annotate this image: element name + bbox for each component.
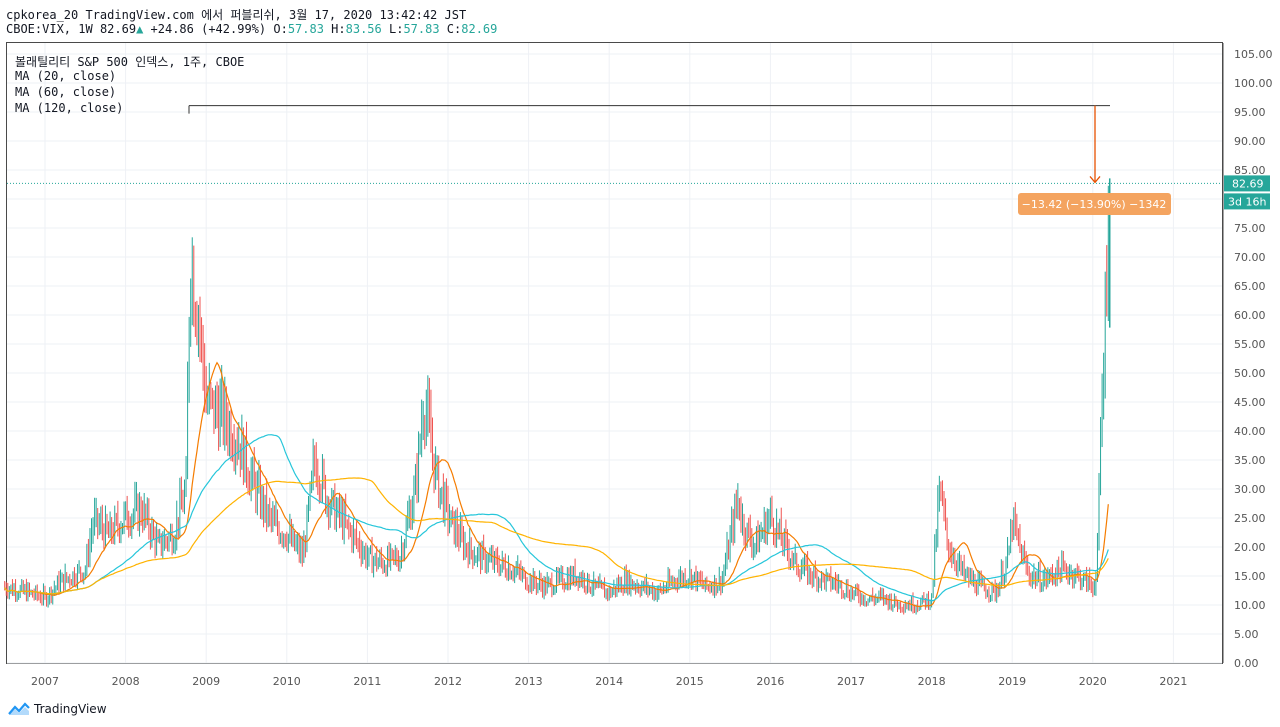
y-tick-label: 20.00 bbox=[1234, 541, 1266, 554]
ma20-line bbox=[4, 361, 1109, 608]
y-tick-label: 45.00 bbox=[1234, 396, 1266, 409]
publish-line: cpkorea_20 TradingView.com 에서 퍼블리쉬, 3월 1… bbox=[6, 8, 467, 22]
x-tick-label: 2013 bbox=[515, 675, 543, 688]
y-tick-label: 100.00 bbox=[1234, 77, 1273, 90]
y-tick-label: 60.00 bbox=[1234, 309, 1266, 322]
x-tick-label: 2015 bbox=[676, 675, 704, 688]
open-label: O: bbox=[273, 22, 288, 36]
x-tick-label: 2011 bbox=[353, 675, 381, 688]
y-tick-label: 5.00 bbox=[1234, 628, 1259, 641]
high-label: H: bbox=[331, 22, 346, 36]
chart-publish-info: cpkorea_20 TradingView.com 에서 퍼블리쉬, 3월 1… bbox=[6, 6, 466, 23]
x-tick-label: 2017 bbox=[837, 675, 865, 688]
x-tick-label: 2021 bbox=[1159, 675, 1187, 688]
x-tick-label: 2007 bbox=[31, 675, 59, 688]
y-tick-label: 65.00 bbox=[1234, 280, 1266, 293]
legend-ma60[interactable]: MA (60, close) bbox=[15, 85, 117, 99]
y-tick-label: 90.00 bbox=[1234, 135, 1266, 148]
high-value: 83.56 bbox=[345, 22, 382, 36]
drawing-overlay: −13.42 (−13.90%) −1342 bbox=[7, 105, 1222, 215]
close-label: C: bbox=[446, 22, 462, 36]
legend-ma20[interactable]: MA (20, close) bbox=[15, 69, 117, 83]
y-tick-label: 25.00 bbox=[1234, 512, 1266, 525]
y-tick-label: 35.00 bbox=[1234, 454, 1266, 467]
x-tick-label: 2019 bbox=[998, 675, 1026, 688]
ohlc-header: CBOE:VIX, 1W 82.69▲ +24.86 (+42.99%) O:5… bbox=[6, 22, 497, 36]
price-axis[interactable]: 0.00 5.00 10.00 15.00 20.00 25.00 30.00 35.00 40… bbox=[1222, 43, 1273, 670]
y-tick-label: 30.00 bbox=[1234, 483, 1266, 496]
y-tick-label: 10.00 bbox=[1234, 599, 1266, 612]
y-tick-label: 55.00 bbox=[1234, 338, 1266, 351]
x-tick-label: 2016 bbox=[756, 675, 784, 688]
price-bars bbox=[4, 178, 1111, 615]
measure-label: −13.42 (−13.90%) −1342 bbox=[1022, 198, 1167, 211]
x-tick-label: 2012 bbox=[434, 675, 462, 688]
low-label: L: bbox=[388, 22, 404, 36]
y-tick-label: 70.00 bbox=[1234, 251, 1266, 264]
y-tick-label: 85.00 bbox=[1234, 164, 1266, 177]
moving-averages bbox=[4, 361, 1109, 608]
legend-ma120[interactable]: MA (120, close) bbox=[15, 101, 124, 115]
y-tick-label: 15.00 bbox=[1234, 570, 1266, 583]
x-tick-label: 2014 bbox=[595, 675, 623, 688]
brand-name: TradingView bbox=[34, 702, 107, 716]
low-value: 57.83 bbox=[403, 22, 440, 36]
open-value: 57.83 bbox=[287, 22, 324, 36]
countdown-badge bbox=[1224, 193, 1270, 210]
close-value: 82.69 bbox=[461, 22, 498, 36]
symbol-interval: CBOE:VIX, 1W bbox=[6, 22, 93, 36]
y-tick-label: 0.00 bbox=[1234, 657, 1259, 670]
x-tick-label: 2010 bbox=[273, 675, 301, 688]
measure-arrow-head-icon bbox=[1089, 175, 1101, 184]
x-tick-label: 2009 bbox=[192, 675, 220, 688]
price-change: +24.86 (+42.99%) bbox=[150, 22, 267, 36]
y-tick-label: 75.00 bbox=[1234, 222, 1266, 235]
y-tick-label: 105.00 bbox=[1234, 48, 1273, 61]
x-tick-label: 2018 bbox=[918, 675, 946, 688]
last-price-badge bbox=[1224, 175, 1270, 192]
tradingview-logo-icon bbox=[8, 702, 30, 715]
up-triangle-icon: ▲ bbox=[136, 22, 144, 36]
y-tick-label: 40.00 bbox=[1234, 425, 1266, 438]
y-tick-label: 50.00 bbox=[1234, 367, 1266, 380]
grid-lines bbox=[7, 43, 1222, 664]
y-tick-label: 95.00 bbox=[1234, 106, 1266, 119]
time-axis[interactable]: 2007 2008 2009 2010 2011 2012 2013 2014 2015 2016… bbox=[31, 675, 1187, 688]
last-price: 82.69 bbox=[99, 22, 137, 36]
x-tick-label: 2008 bbox=[112, 675, 140, 688]
ma120-line bbox=[4, 477, 1109, 595]
ma60-line bbox=[4, 434, 1109, 602]
last-price-badge-text: 82.69 bbox=[1232, 177, 1264, 190]
countdown-badge-text: 3d 16h bbox=[1228, 195, 1266, 208]
legend-title: 볼래틸리티 S&P 500 인덱스, 1주, CBOE bbox=[15, 55, 245, 69]
tradingview-brand[interactable]: TradingView bbox=[8, 702, 107, 716]
measure-label-box bbox=[1018, 193, 1171, 215]
x-tick-label: 2020 bbox=[1079, 675, 1107, 688]
